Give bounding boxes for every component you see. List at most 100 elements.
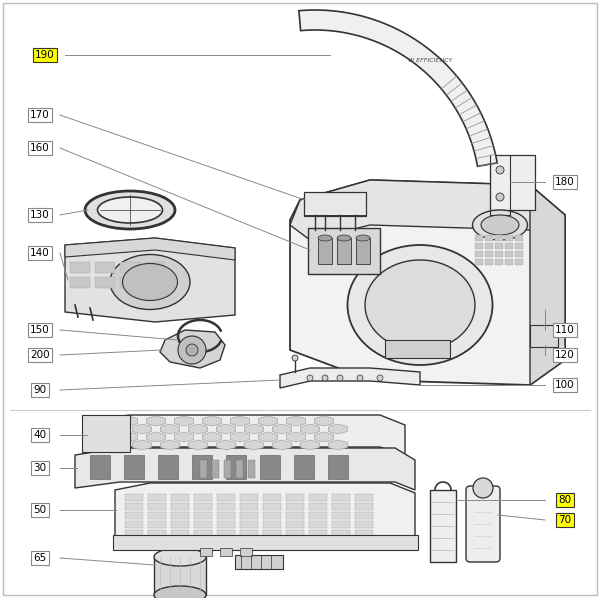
- Bar: [240, 494, 258, 501]
- Bar: [309, 512, 327, 519]
- Bar: [475, 243, 483, 249]
- Bar: [82, 415, 130, 452]
- Bar: [355, 494, 373, 501]
- Polygon shape: [65, 238, 235, 260]
- Bar: [194, 521, 212, 528]
- Bar: [309, 494, 327, 501]
- Bar: [217, 494, 235, 501]
- Circle shape: [292, 355, 298, 361]
- Polygon shape: [133, 424, 152, 434]
- Polygon shape: [202, 432, 221, 442]
- Polygon shape: [259, 432, 278, 442]
- Text: 90: 90: [34, 385, 47, 395]
- Ellipse shape: [154, 548, 206, 566]
- Circle shape: [496, 193, 504, 201]
- Bar: [145, 277, 165, 288]
- Bar: [515, 243, 523, 249]
- Bar: [515, 251, 523, 257]
- Text: 65: 65: [34, 553, 47, 563]
- Bar: [505, 259, 513, 265]
- Bar: [125, 494, 143, 501]
- Bar: [120, 277, 140, 288]
- Bar: [148, 530, 166, 537]
- Polygon shape: [290, 180, 565, 240]
- Bar: [356, 238, 370, 264]
- Polygon shape: [175, 432, 194, 442]
- Polygon shape: [299, 10, 497, 166]
- Polygon shape: [118, 416, 137, 426]
- Polygon shape: [115, 483, 415, 548]
- FancyBboxPatch shape: [466, 486, 500, 562]
- Bar: [337, 238, 351, 264]
- Text: 120: 120: [555, 350, 575, 360]
- Bar: [332, 503, 350, 510]
- Polygon shape: [286, 416, 305, 426]
- Bar: [530, 325, 558, 347]
- Bar: [171, 503, 189, 510]
- Text: 200: 200: [30, 350, 50, 360]
- Ellipse shape: [347, 245, 493, 365]
- Bar: [263, 503, 281, 510]
- Circle shape: [377, 375, 383, 381]
- Bar: [217, 521, 235, 528]
- Text: 40: 40: [34, 430, 47, 440]
- Bar: [286, 494, 304, 501]
- Polygon shape: [146, 432, 166, 442]
- Bar: [332, 494, 350, 501]
- Bar: [240, 503, 258, 510]
- Bar: [475, 251, 483, 257]
- Bar: [148, 503, 166, 510]
- Polygon shape: [230, 432, 250, 442]
- Polygon shape: [202, 416, 221, 426]
- Bar: [194, 530, 212, 537]
- Bar: [171, 521, 189, 528]
- Bar: [505, 235, 513, 241]
- Polygon shape: [104, 424, 124, 434]
- Text: 170: 170: [30, 110, 50, 120]
- Text: 150: 150: [30, 325, 50, 335]
- Bar: [505, 251, 513, 257]
- Bar: [485, 251, 493, 257]
- Polygon shape: [65, 238, 235, 322]
- Bar: [263, 521, 281, 528]
- Polygon shape: [301, 440, 320, 450]
- Bar: [125, 503, 143, 510]
- Bar: [248, 460, 255, 478]
- Text: 100: 100: [555, 380, 575, 390]
- Circle shape: [178, 336, 206, 364]
- Bar: [294, 455, 314, 479]
- Bar: [70, 262, 90, 273]
- Polygon shape: [217, 424, 236, 434]
- FancyBboxPatch shape: [308, 228, 380, 274]
- Polygon shape: [160, 424, 179, 434]
- Bar: [286, 521, 304, 528]
- Polygon shape: [160, 440, 179, 450]
- Bar: [192, 455, 212, 479]
- Ellipse shape: [356, 235, 370, 241]
- Bar: [495, 251, 503, 257]
- Polygon shape: [280, 368, 420, 388]
- Bar: [194, 512, 212, 519]
- Polygon shape: [328, 424, 347, 434]
- Polygon shape: [286, 432, 305, 442]
- Polygon shape: [301, 424, 320, 434]
- Bar: [240, 548, 252, 556]
- Bar: [154, 557, 206, 595]
- Polygon shape: [244, 424, 263, 434]
- Polygon shape: [188, 440, 208, 450]
- Circle shape: [357, 375, 363, 381]
- Polygon shape: [290, 180, 565, 385]
- Bar: [148, 521, 166, 528]
- Circle shape: [473, 478, 493, 498]
- Text: 140: 140: [30, 248, 50, 258]
- Bar: [263, 512, 281, 519]
- Polygon shape: [272, 424, 292, 434]
- Bar: [240, 521, 258, 528]
- Polygon shape: [91, 432, 110, 442]
- Bar: [309, 521, 327, 528]
- Text: 80: 80: [559, 495, 572, 505]
- Bar: [217, 512, 235, 519]
- Circle shape: [496, 166, 504, 174]
- Circle shape: [307, 375, 313, 381]
- Bar: [240, 530, 258, 537]
